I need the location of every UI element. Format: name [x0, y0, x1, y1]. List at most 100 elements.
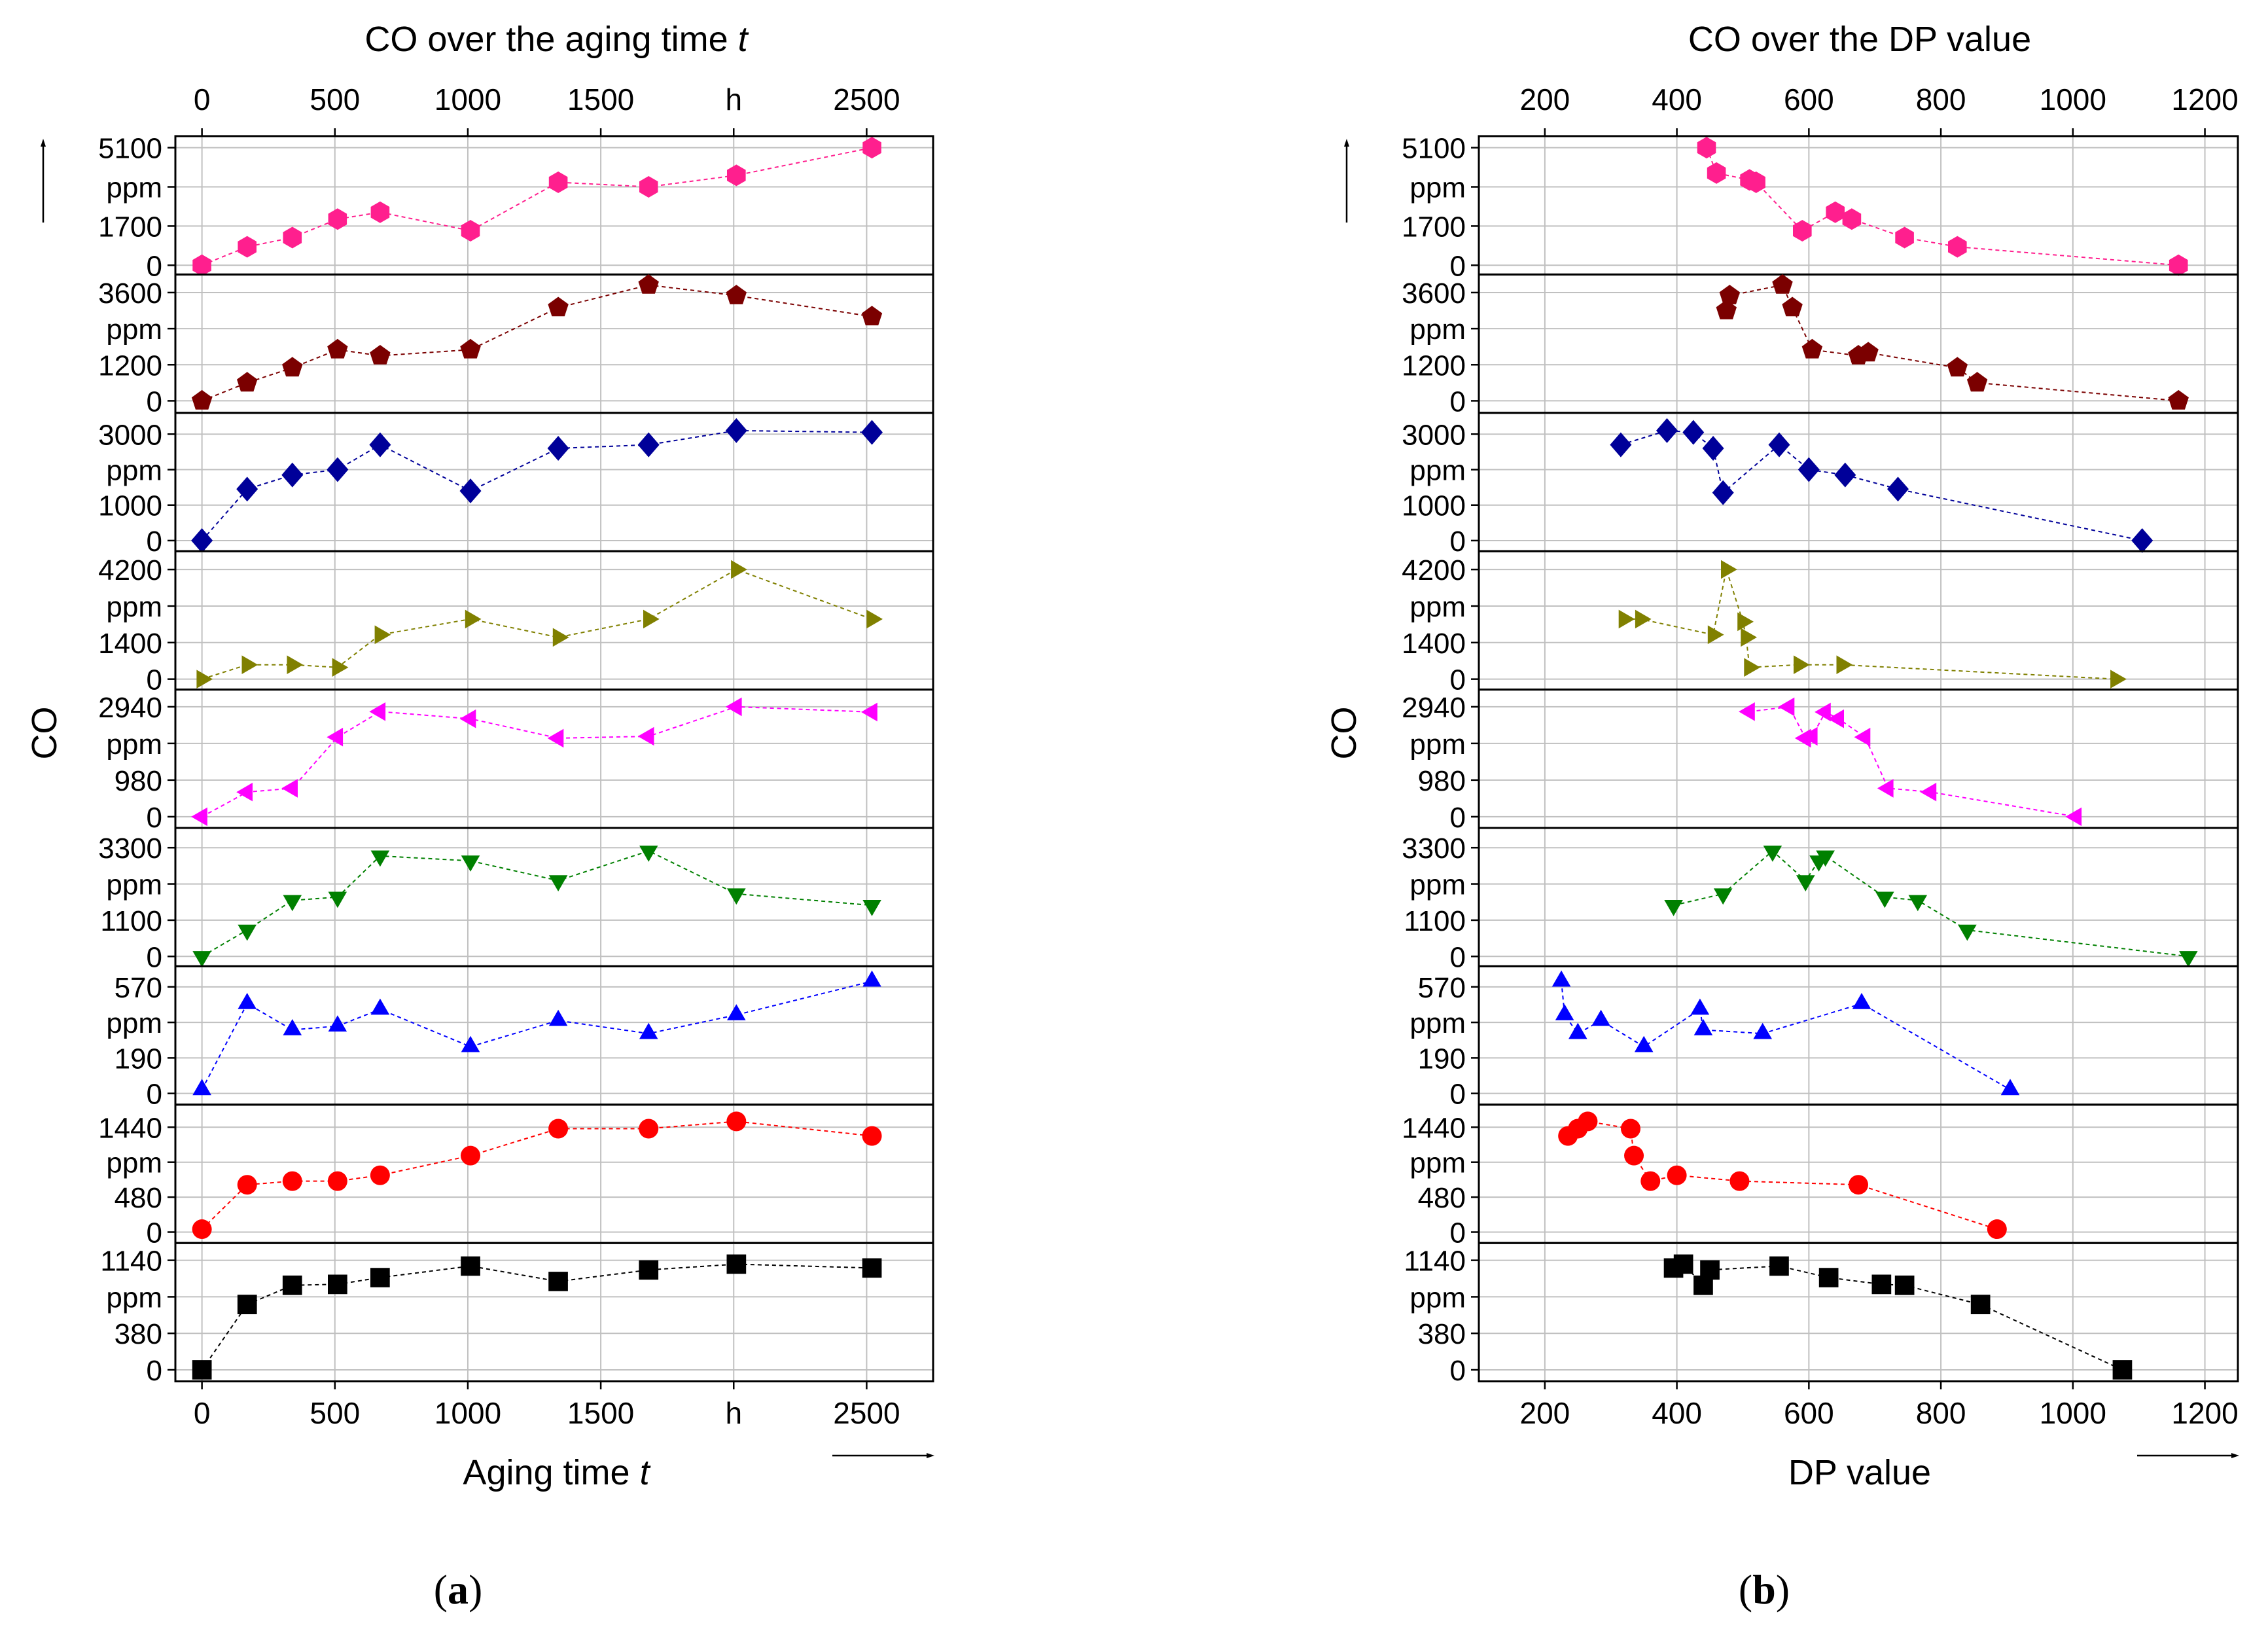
data-point-s2 — [638, 274, 659, 294]
y-tick-label: 0 — [1450, 941, 1466, 973]
data-point-s1 — [1826, 201, 1845, 223]
data-point-s8 — [192, 1219, 212, 1240]
data-point-s5 — [1828, 709, 1844, 728]
data-point-s3 — [637, 432, 660, 457]
data-point-s7 — [862, 970, 881, 987]
panel-frame — [1478, 827, 2239, 967]
chart-b-bottom-tick-label: 400 — [1652, 1396, 1702, 1430]
data-point-s3 — [369, 432, 391, 457]
data-point-s1 — [283, 226, 302, 249]
data-point-s6 — [370, 850, 390, 867]
y-tick-label: 1000 — [1402, 490, 1466, 522]
data-point-s4 — [465, 609, 482, 629]
y-tick-label: 190 — [115, 1043, 162, 1075]
chart-b-top-tick-label: 1000 — [2040, 82, 2106, 116]
data-point-s3 — [725, 418, 747, 443]
y-tick-label: ppm — [106, 591, 162, 623]
y-tick-label: ppm — [1409, 455, 1466, 487]
data-point-s7 — [1591, 1009, 1610, 1026]
y-tick-label: 2940 — [1402, 692, 1466, 724]
y-tick-label: ppm — [106, 455, 162, 487]
data-point-s9 — [1818, 1268, 1839, 1287]
data-point-s6 — [1816, 850, 1835, 867]
data-point-s8 — [370, 1165, 390, 1185]
data-point-s9 — [862, 1258, 882, 1278]
chart-a-x-axis-label: Aging time t — [463, 1453, 650, 1492]
data-point-s2 — [191, 389, 213, 410]
data-point-s2 — [1716, 300, 1737, 319]
series-line-s7 — [1561, 981, 2011, 1090]
data-point-s3 — [1798, 457, 1820, 482]
series-line-s5 — [1749, 706, 2077, 817]
data-point-s8 — [1729, 1171, 1750, 1191]
data-point-s6 — [192, 951, 211, 967]
data-point-s6 — [238, 924, 257, 941]
chart-b-panel-s6: 3300 ppm 1100 0 — [1402, 827, 2239, 973]
data-point-s9 — [1970, 1295, 1991, 1314]
data-point-s9 — [328, 1274, 347, 1295]
data-point-s6 — [1908, 895, 1928, 912]
data-point-s8 — [548, 1119, 569, 1139]
chart-b-panel-s4: 4200 ppm 1400 0 — [1402, 550, 2239, 696]
y-tick-label: 0 — [147, 1217, 162, 1249]
data-point-s8 — [461, 1145, 481, 1166]
y-tick-label: 5100 — [1402, 133, 1466, 165]
series-line-s6 — [202, 850, 872, 958]
y-tick-label: ppm — [106, 1007, 162, 1039]
y-tick-label: 1400 — [1402, 628, 1466, 660]
data-point-s9 — [1673, 1254, 1693, 1274]
data-point-s4 — [552, 628, 569, 647]
data-point-s3 — [236, 476, 258, 502]
data-point-s3 — [459, 478, 482, 503]
data-point-s1 — [192, 254, 211, 276]
chart-b-co-over-dp-value: CO over the DP value 200 400 600 800 1000 120… — [1324, 20, 2239, 1613]
y-tick-label: 0 — [147, 385, 162, 418]
y-tick-label: 380 — [1418, 1318, 1466, 1350]
data-point-s4 — [1744, 658, 1761, 677]
chart-b-top-tick-label: 200 — [1519, 82, 1570, 116]
data-point-s9 — [461, 1256, 480, 1276]
data-point-s5 — [725, 697, 742, 717]
y-tick-label: 0 — [1450, 802, 1466, 834]
y-tick-label: ppm — [1409, 591, 1466, 623]
chart-b-figure-label: (b) — [1739, 1566, 1790, 1613]
data-point-s2 — [1966, 372, 1988, 392]
y-tick-label: 1000 — [98, 490, 162, 522]
y-tick-label: 1440 — [98, 1112, 162, 1144]
data-point-s1 — [1948, 236, 1967, 258]
data-point-s3 — [1702, 436, 1724, 461]
series-line-s7 — [201, 980, 872, 1090]
data-point-s1 — [328, 208, 347, 230]
chart-a-panel-s6: 3300 ppm 1100 0 — [98, 827, 934, 973]
data-point-s7 — [238, 993, 257, 1009]
chart-a-panel-s1: 5100 ppm 1700 0 — [98, 133, 934, 282]
data-point-s6 — [548, 875, 568, 891]
data-point-s1 — [862, 137, 881, 159]
panel-frame — [174, 135, 934, 276]
data-point-s5 — [547, 728, 564, 748]
data-point-s2 — [1772, 274, 1793, 294]
panel-frame — [1478, 273, 2239, 414]
data-point-s5 — [459, 709, 476, 728]
data-point-s9 — [192, 1360, 212, 1380]
panel-frame — [174, 1242, 934, 1383]
series-line-s4 — [202, 569, 872, 680]
series-line-s1 — [202, 147, 872, 266]
chart-a-figure-label: (a) — [434, 1566, 483, 1613]
data-point-s5 — [281, 779, 298, 798]
y-tick-label: 1400 — [98, 628, 162, 660]
data-point-s6 — [1958, 924, 1977, 941]
y-tick-label: 3300 — [1402, 833, 1466, 865]
data-point-s7 — [1634, 1035, 1654, 1052]
data-point-s4 — [1707, 625, 1724, 645]
series-line-s1 — [1706, 147, 2179, 266]
data-point-s4 — [2110, 670, 2127, 689]
data-point-s8 — [327, 1171, 347, 1191]
chart-a-top-tick-label: 500 — [310, 82, 360, 116]
data-point-s2 — [861, 306, 883, 326]
